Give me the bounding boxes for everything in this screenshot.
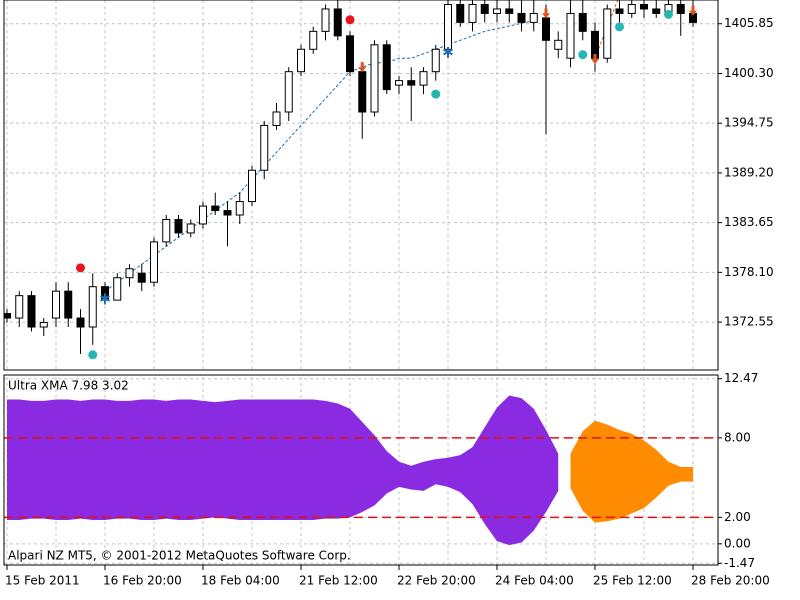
candle-body	[480, 3, 489, 14]
candle-body	[358, 71, 367, 113]
candle-body	[382, 44, 391, 91]
candle-body	[419, 71, 428, 86]
x-tick-label: 18 Feb 04:00	[201, 574, 280, 588]
signal-arrow	[542, 8, 550, 19]
candle-body	[529, 12, 538, 23]
signal-dot	[431, 89, 441, 99]
y-tick-label: 1383.65	[724, 215, 774, 229]
y-tick-label: 1400.30	[724, 66, 774, 80]
candle-body	[272, 111, 281, 126]
candle-body	[113, 277, 122, 301]
candle-body	[137, 272, 146, 283]
candle-body	[199, 205, 207, 225]
candle-body	[652, 8, 661, 14]
y-tick-label: 1394.75	[724, 116, 774, 130]
candle-body	[260, 124, 269, 171]
candle-body	[493, 8, 501, 14]
trail-line	[594, 0, 619, 59]
candle-body	[39, 322, 48, 328]
candle-body	[321, 8, 330, 32]
candle-body	[125, 268, 134, 279]
candle-body	[186, 223, 195, 234]
candle-body	[76, 317, 85, 328]
signal-dot	[345, 15, 355, 25]
trail-line	[104, 20, 534, 292]
y-tick-label: 1372.55	[724, 315, 774, 329]
candle-body	[52, 290, 60, 319]
candle-body	[4, 313, 11, 319]
candle-body	[578, 12, 587, 32]
candle-body	[64, 290, 73, 319]
band-area	[7, 395, 559, 546]
candle-body	[223, 210, 232, 216]
candle-body	[150, 241, 158, 283]
candle-body	[297, 48, 305, 73]
signal-star	[443, 46, 453, 57]
copyright-note: Alpari NZ MT5, © 2001-2012 MetaQuotes So…	[8, 549, 351, 563]
candle-body	[211, 205, 220, 212]
y-tick-label: 1389.20	[724, 165, 774, 179]
candle-body	[407, 80, 416, 86]
candle-body	[468, 3, 477, 23]
candle-body	[640, 3, 648, 10]
x-tick-label: 25 Feb 12:00	[593, 574, 672, 588]
candle-body	[517, 12, 526, 23]
x-tick-label: 22 Feb 20:00	[397, 574, 476, 588]
signal-arrow	[689, 5, 697, 16]
candle-body	[566, 12, 575, 59]
x-tick-label: 28 Feb 20:00	[691, 574, 770, 588]
signal-dot	[88, 350, 98, 360]
candle-body	[615, 8, 624, 14]
y-tick-label: 1405.85	[724, 16, 774, 30]
y-tick-label: 12.47	[724, 371, 758, 385]
y-tick-label: -1.47	[724, 556, 755, 570]
y-tick-label: 8.00	[724, 430, 751, 444]
price-plot	[4, 0, 697, 360]
candle-body	[444, 3, 452, 50]
signal-arrow	[591, 54, 599, 65]
indicator-plot	[7, 395, 693, 546]
candle-body	[395, 80, 403, 86]
panel-border	[3, 374, 719, 566]
candle-body	[174, 218, 183, 234]
signal-dot	[664, 9, 673, 19]
candle-body	[88, 286, 97, 328]
candle-body	[627, 3, 636, 14]
candle-body	[431, 48, 440, 73]
y-tick-label: 2.00	[724, 510, 751, 524]
signal-dot	[615, 22, 624, 32]
candle-body	[162, 218, 171, 243]
candle-body	[248, 169, 256, 203]
candle-body	[603, 8, 612, 59]
candle-body	[370, 44, 379, 113]
y-tick-label: 0.00	[724, 536, 751, 550]
candle-body	[554, 39, 563, 50]
signal-star	[100, 293, 110, 304]
x-tick-label: 21 Feb 12:00	[299, 574, 378, 588]
candle-body	[235, 201, 244, 216]
panel-border	[3, 0, 719, 371]
candle-body	[542, 17, 550, 41]
candle-body	[346, 35, 354, 73]
candle-body	[15, 295, 24, 319]
x-tick-label: 24 Feb 04:00	[495, 574, 574, 588]
signal-arrow	[358, 62, 367, 73]
indicator-title: Ultra XMA 7.98 3.02	[8, 379, 129, 393]
candle-body	[309, 30, 318, 50]
candle-body	[676, 3, 685, 14]
candle-body	[284, 71, 293, 113]
signal-dot	[578, 50, 588, 60]
band-area	[570, 420, 693, 523]
signal-dot	[76, 263, 85, 273]
candle-body	[27, 295, 36, 328]
candle-body	[505, 8, 514, 14]
x-tick-label: 16 Feb 20:00	[103, 574, 182, 588]
candle-body	[333, 8, 342, 37]
x-tick-label: 15 Feb 2011	[5, 574, 80, 588]
y-tick-label: 1378.10	[724, 265, 774, 279]
candle-body	[456, 3, 465, 23]
